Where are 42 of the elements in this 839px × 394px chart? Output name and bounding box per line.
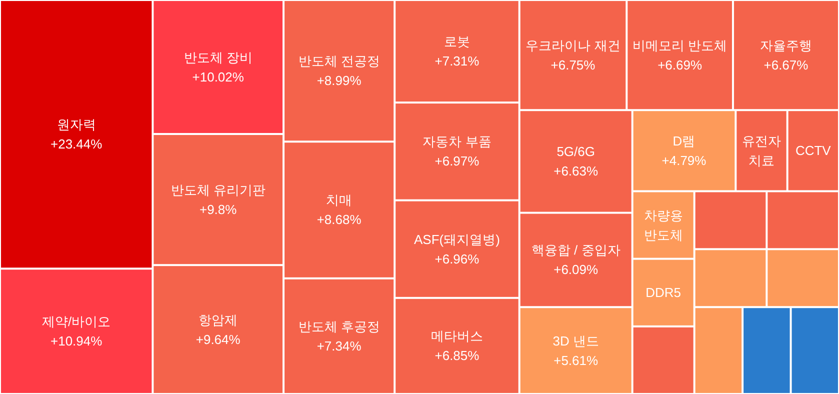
category-label: 자율주행 [760, 38, 812, 53]
category-label: 반도체 후공정 [298, 318, 380, 334]
category-label: 3D 낸드 [552, 333, 599, 348]
category-label: 제약/바이오 [42, 314, 111, 330]
category-label: 로봇 [444, 34, 470, 50]
category-label: 반도체 유리기판 [170, 182, 266, 198]
category-label: D램 [672, 133, 696, 148]
data-label: +7.34% [316, 338, 362, 354]
category-label: 치매 [326, 192, 352, 208]
data-label: +9.8% [199, 202, 238, 217]
category-label: DDR5 [646, 285, 682, 300]
category-label: 원자력 [56, 117, 96, 132]
data-label: +6.69% [658, 57, 702, 72]
data-label: +6.75% [550, 57, 596, 72]
data-label: +6.09% [554, 262, 599, 278]
data-label: +5.61% [554, 352, 599, 368]
data-label: +8.68% [316, 212, 362, 228]
category-label: 항암제 [198, 312, 238, 328]
category-label: 자동차 부품 [422, 134, 492, 150]
data-label: +6.63% [554, 164, 599, 179]
data-label: +6.67% [764, 57, 809, 72]
data-label: +6.85% [434, 348, 480, 364]
category-label: 핵융합 / 중입자 [531, 242, 620, 258]
data-label: +8.99% [316, 73, 362, 88]
data-label: +6.97% [434, 154, 480, 169]
data-label: +10.02% [192, 69, 244, 84]
data-label: +23.44% [50, 136, 103, 152]
category-label: 5G/6G [556, 144, 595, 160]
data-label: +10.94% [50, 334, 103, 349]
category-label: 비메모리 반도체 [632, 38, 728, 53]
category-label: 차량용 반도체 [644, 208, 683, 242]
category-label: 유전자 치료 [742, 133, 781, 168]
data-label: +6.96% [434, 251, 480, 266]
category-label: 우크라이나 재건 [526, 38, 620, 53]
category-label: ASF(돼지열병) [414, 232, 500, 247]
category-label: 메타버스 [430, 328, 483, 344]
data-label: +7.31% [434, 54, 480, 69]
data-label: +9.64% [196, 332, 241, 347]
category-label: 반도체 장비 [184, 50, 252, 65]
category-label: CCTV [795, 143, 832, 158]
category-label: 반도체 전공정 [298, 54, 380, 69]
data-label: +4.79% [662, 152, 707, 168]
